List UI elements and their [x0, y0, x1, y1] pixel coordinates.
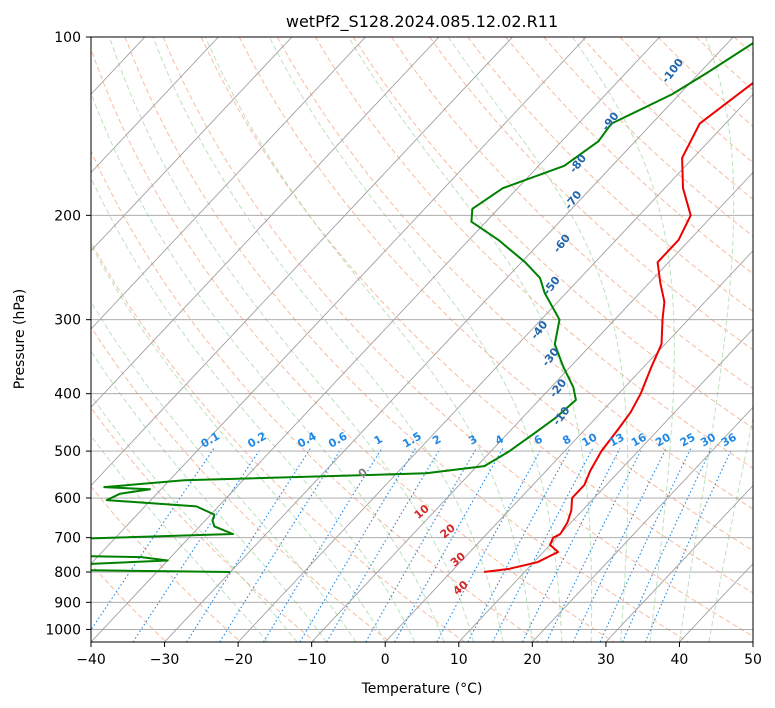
- dry-adiabat-line: [91, 241, 465, 642]
- x-tick-label: 40: [671, 652, 689, 668]
- isotherm-line: [91, 37, 366, 330]
- x-tick-label: −20: [223, 652, 253, 668]
- y-tick-label: 900: [54, 595, 81, 611]
- isotherm-line: [91, 37, 219, 174]
- dry-adiabat-line: [314, 37, 753, 469]
- moist-adiabat-line: [268, 37, 563, 642]
- moist-adiabat-line: [572, 37, 675, 642]
- dry-adiabat-line: [91, 563, 167, 642]
- moist-adiabat-line: [91, 91, 445, 642]
- mixing-ratio-line: [622, 448, 712, 642]
- moist-adiabat-line: [678, 37, 735, 642]
- moist-adiabat-line: [348, 37, 593, 642]
- x-tick-label: 30: [597, 652, 615, 668]
- mixing-ratio-line: [326, 448, 441, 642]
- series: [91, 42, 753, 573]
- chart-title: wetPf2_S128.2024.085.12.02.R11: [286, 12, 558, 32]
- dry-adiabat-line: [91, 149, 540, 642]
- isotherm-line: [91, 37, 661, 642]
- moist-adiabat-line: [91, 244, 386, 642]
- moist-adiabat-line: [708, 416, 753, 642]
- dry-adiabat-line: [429, 37, 753, 351]
- dry-adiabat-line: [91, 406, 316, 642]
- dry-adiabat-line: [200, 37, 753, 594]
- mixing-ratio-line: [572, 448, 667, 642]
- dewpoint-profile-line: [91, 42, 753, 573]
- isotherm-line: [532, 406, 753, 642]
- moist-adiabat-line: [447, 37, 629, 642]
- x-tick-label: −10: [297, 652, 327, 668]
- dry-adiabat-line: [276, 37, 753, 510]
- x-tick-label: 50: [744, 652, 762, 668]
- isotherm-line: [605, 484, 753, 642]
- moist-adiabat-line: [108, 37, 474, 642]
- moist-adiabat-line: [204, 37, 533, 642]
- dry-adiabat-line: [91, 47, 614, 642]
- y-tick-label: 200: [54, 208, 81, 224]
- x-tick-label: −40: [76, 652, 106, 668]
- dry-adiabat-line: [391, 37, 753, 390]
- isotherm-line: [91, 37, 440, 408]
- mixing-ratio-line: [219, 448, 342, 642]
- moist-adiabat-line: [91, 350, 327, 642]
- mixing-ratio-line: [91, 448, 215, 631]
- y-tick-label: 1000: [45, 622, 81, 638]
- isotherm-line: [458, 328, 753, 642]
- temperature-profile-line: [483, 82, 753, 573]
- axes: −40 −30 −20 −10 0 10 20 30 40 50 100 200 300 400 500 60…: [45, 30, 762, 668]
- mixing-ratio-line: [186, 448, 311, 642]
- x-axis-title: Temperature (°C): [361, 681, 483, 697]
- background-lines: [91, 37, 753, 642]
- moist-adiabat-line: [91, 300, 357, 642]
- plot-frame: [90, 36, 754, 643]
- y-tick-label: 700: [54, 531, 81, 547]
- y-tick-label: 400: [54, 387, 81, 403]
- mixing-ratio-line: [599, 448, 692, 642]
- y-tick-label: 600: [54, 491, 81, 507]
- grid: [91, 37, 753, 642]
- x-tick-label: −30: [150, 652, 180, 668]
- y-tick-label: 800: [54, 565, 81, 581]
- mixing-ratio-line: [132, 448, 262, 642]
- y-tick-label: 100: [54, 30, 81, 46]
- x-tick-label: 10: [450, 652, 468, 668]
- dry-adiabat-line: [352, 37, 753, 429]
- isotherm-line: [384, 250, 753, 642]
- mixing-ratio-line: [263, 448, 383, 642]
- isotherm-line: [91, 37, 513, 487]
- isotherm-line: [91, 37, 293, 252]
- mixing-ratio-line: [436, 448, 542, 642]
- y-tick-label: 300: [54, 313, 81, 329]
- dry-adiabat-line: [467, 37, 753, 313]
- isotherm-line: [164, 37, 734, 642]
- x-tick-label: 20: [523, 652, 541, 668]
- y-tick-label: 500: [54, 444, 81, 460]
- y-axis-title: Pressure (hPa): [12, 289, 28, 389]
- x-tick-label: 0: [381, 652, 390, 668]
- isotherm-line: [237, 93, 753, 642]
- isotherm-line: [311, 171, 753, 642]
- moist-adiabat-line: [152, 37, 504, 642]
- dry-adiabat-line: [91, 325, 391, 642]
- dry-adiabat-line: [124, 37, 689, 642]
- isotherm-line: [91, 37, 587, 565]
- mixing-ratio-line: [467, 448, 571, 642]
- dry-adiabat-line: [238, 37, 753, 552]
